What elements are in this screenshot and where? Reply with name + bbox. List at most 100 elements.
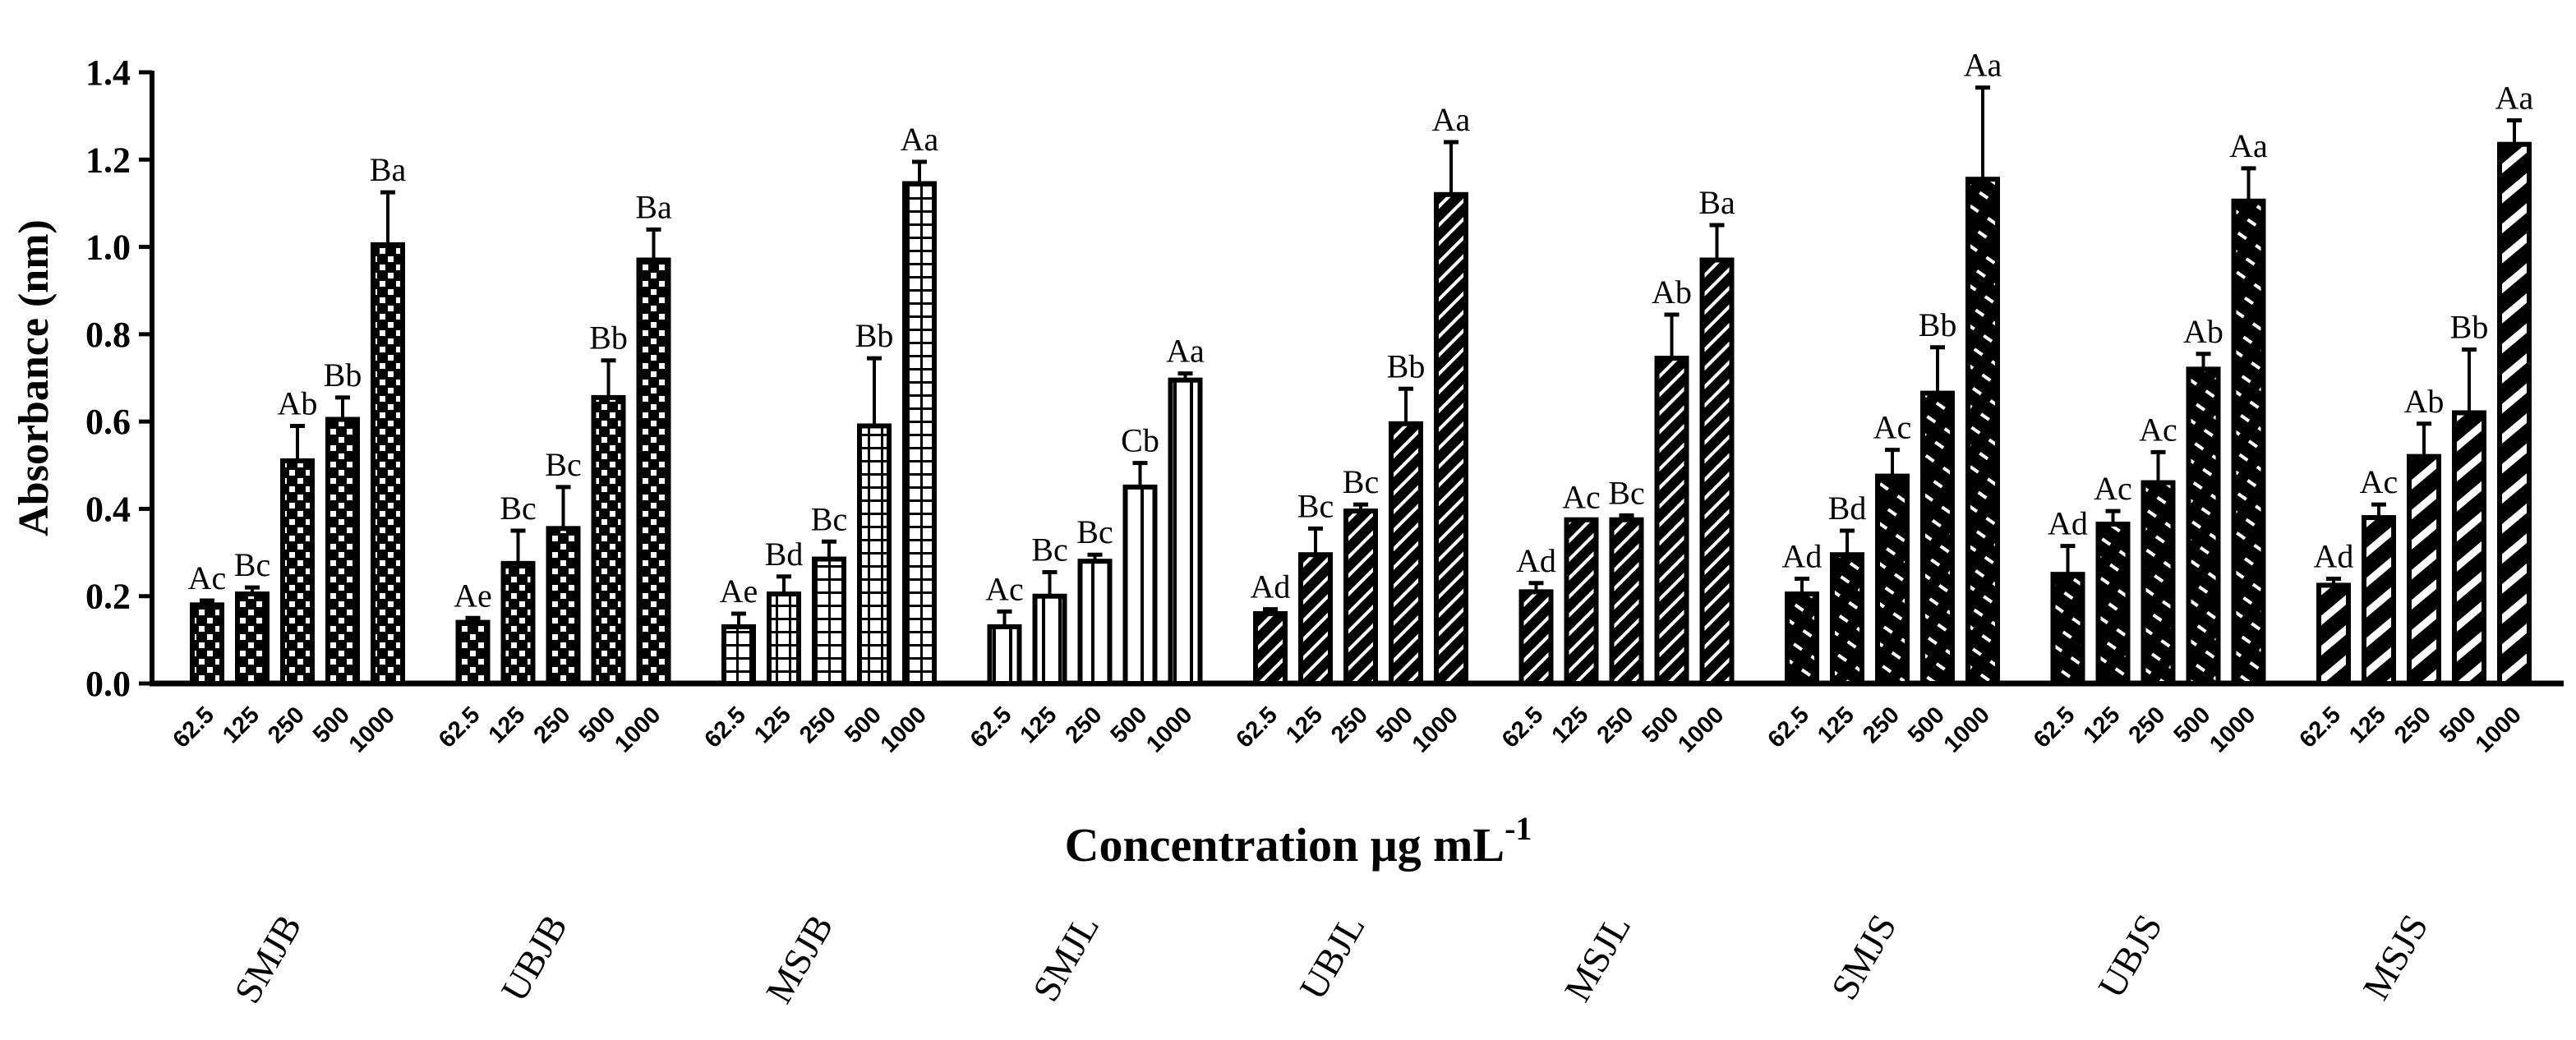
significance-label: Cb [1121, 422, 1159, 459]
y-tick-label: 0.6 [85, 402, 131, 442]
concentration-tick-label: 125 [1813, 702, 1859, 748]
bar-msjl-250 [1609, 517, 1644, 687]
bar-ubjs-1000 [2231, 198, 2266, 686]
significance-label: Bb [1387, 347, 1426, 384]
bar-ubjl-125 [1298, 552, 1333, 686]
significance-label: Ac [2360, 463, 2399, 500]
bar-msjl-1000 [1699, 257, 1735, 686]
significance-label: Bc [1343, 463, 1379, 500]
group-label-smjl: SMJL [1025, 908, 1107, 1009]
concentration-tick-label: 250 [529, 702, 576, 748]
group-label-ubjl: UBJL [1292, 908, 1373, 1007]
x-axis-title-main: Concentration μg mL [1065, 818, 1505, 872]
significance-label: Bc [1076, 513, 1113, 550]
bar-smjs-125 [1830, 552, 1864, 686]
bar-msjb-250 [812, 556, 846, 686]
significance-label: Ad [2048, 505, 2088, 542]
significance-label: Bb [589, 320, 628, 357]
significance-label: Bc [234, 546, 270, 583]
bar-msjs-125 [2362, 515, 2396, 686]
y-axis-title: Absorbance (nm) [11, 219, 58, 536]
concentration-tick-label: 62.5 [434, 702, 486, 753]
bar-series [190, 85, 2532, 687]
concentration-tick-label: 250 [1061, 702, 1108, 748]
concentration-tick-label: 62.5 [2294, 702, 2346, 753]
bar-smjs-500 [1920, 390, 1955, 686]
bar-ubjl-500 [1389, 421, 1423, 686]
bar-ubjb-62_5 [455, 619, 491, 686]
significance-label: Ac [985, 570, 1024, 607]
group-label-msjs: MSJS [2355, 908, 2436, 1007]
bar-ubjb-1000 [636, 257, 671, 686]
concentration-tick-label: 1000 [876, 702, 932, 757]
bar-msjb-1000 [902, 181, 937, 686]
significance-label: Bc [1608, 474, 1644, 511]
bar-msjl-125 [1564, 517, 1599, 687]
concentration-tick-label: 125 [749, 702, 796, 748]
bar-msjb-500 [857, 423, 892, 686]
group-label-msjl: MSJL [1556, 908, 1638, 1009]
concentration-tick-label: 250 [1326, 702, 1373, 748]
concentration-tick-label: 125 [1547, 702, 1594, 748]
significance-label: Ad [1782, 537, 1823, 574]
significance-label: Bc [1031, 531, 1067, 568]
significance-label: Aa [1964, 47, 2002, 84]
concentration-tick-label: 62.5 [2029, 702, 2081, 753]
y-tick-label: 0.0 [85, 664, 131, 704]
bar-msjs-62_5 [2316, 582, 2351, 687]
group-label-ubjb: UBJB [493, 908, 575, 1009]
significance-label: Ab [278, 384, 318, 421]
significance-label: Bc [545, 446, 581, 483]
concentration-tick-label: 250 [1858, 702, 1905, 748]
significance-label: Bc [1297, 487, 1334, 524]
significance-label: Ab [2183, 313, 2223, 350]
significance-label: Bb [324, 357, 362, 393]
y-tick-label: 0.8 [85, 315, 131, 355]
bar-smjl-1000 [1168, 377, 1203, 686]
bar-smjb-125 [235, 591, 270, 686]
bar-smjl-62_5 [987, 624, 1022, 687]
bar-smjb-1000 [371, 242, 405, 686]
significance-label: Ab [2404, 383, 2445, 420]
significance-label: Ac [1873, 409, 1912, 446]
significance-label: Aa [1166, 333, 1205, 370]
x-axis-title-exponent: -1 [1505, 810, 1532, 847]
bar-smjb-500 [325, 416, 360, 686]
bar-ubjs-500 [2186, 366, 2221, 686]
concentration-tick-label: 62.5 [699, 702, 751, 753]
significance-label: Bb [2450, 308, 2489, 345]
bar-msjs-1000 [2497, 141, 2532, 686]
concentration-tick-label: 250 [1592, 702, 1639, 748]
significance-label: Ba [1698, 184, 1735, 221]
group-label-ubjs: UBJS [2090, 908, 2170, 1005]
bar-smjl-125 [1032, 593, 1067, 687]
concentration-tick-label: 62.5 [1231, 702, 1283, 753]
group-label-smjb: SMJB [226, 908, 310, 1010]
group-label-msjb: MSJB [758, 908, 841, 1010]
significance-label: Bc [811, 500, 847, 537]
significance-label: Ac [2094, 470, 2132, 507]
bar-msjs-500 [2452, 410, 2486, 686]
x-axis-title: Concentration μg mL-1 [1065, 810, 1532, 872]
bar-ubjl-1000 [1434, 191, 1468, 687]
significance-label: Aa [2229, 127, 2268, 164]
significance-label: Ac [2139, 411, 2177, 448]
bar-msjb-125 [767, 591, 801, 686]
bar-msjl-500 [1654, 356, 1689, 686]
y-tick-label: 1.0 [85, 228, 131, 268]
concentration-tick-label: 62.5 [168, 702, 219, 753]
significance-label: Bd [765, 536, 804, 573]
concentration-tick-label: 62.5 [1497, 702, 1549, 753]
bar-smjb-62_5 [190, 602, 224, 686]
concentration-tick-label: 125 [484, 702, 531, 748]
significance-label: Ad [1516, 542, 1556, 579]
y-tick-label: 1.2 [85, 140, 131, 180]
bar-msjl-62_5 [1518, 589, 1554, 687]
significance-label: Ae [454, 577, 492, 614]
bar-ubjs-250 [2141, 480, 2176, 686]
significance-label: Ad [1251, 568, 1291, 605]
concentration-tick-label: 1000 [1939, 702, 1995, 757]
concentration-tick-label: 1000 [2205, 702, 2260, 757]
concentration-tick-label: 125 [2344, 702, 2391, 748]
bar-smjs-250 [1875, 473, 1910, 686]
